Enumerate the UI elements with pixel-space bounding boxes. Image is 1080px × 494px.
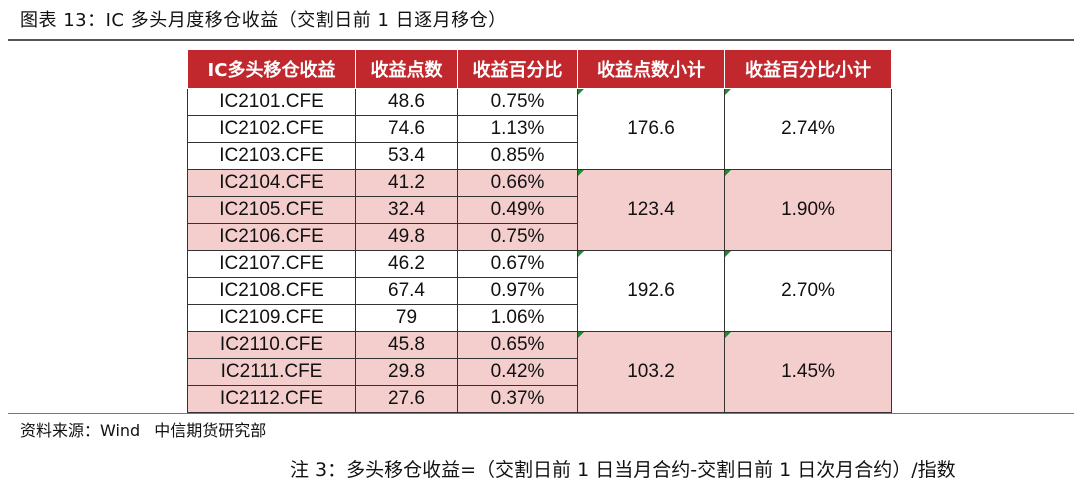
comment-marker-icon [725, 251, 731, 257]
points-subtotal-value: 103.2 [627, 361, 675, 382]
percent-cell: 1.13% [457, 115, 578, 143]
points-subtotal-cell: 192.6 [577, 250, 725, 332]
points-cell: 45.8 [355, 331, 458, 359]
comment-marker-icon [725, 89, 731, 95]
points-cell: 53.4 [355, 142, 458, 170]
bottom-divider [8, 413, 1074, 414]
comment-marker-icon [578, 89, 584, 95]
comment-marker-icon [578, 332, 584, 338]
contract-cell: IC2107.CFE [187, 250, 356, 278]
percent-cell: 0.97% [457, 277, 578, 305]
table-row: IC2107.CFE 46.2 0.67% 192.6 2.70% [187, 250, 892, 332]
contract-cell: IC2109.CFE [187, 304, 356, 332]
header-percent-subtotal: 收益百分比小计 [724, 49, 892, 89]
points-cell: 41.2 [355, 169, 458, 197]
table-row: IC2109.CFE 79 1.06% [187, 304, 892, 332]
table-row: IC2104.CFE 41.2 0.66% 123.4 1.90% [187, 169, 892, 251]
contract-cell: IC2103.CFE [187, 142, 356, 170]
percent-cell: 0.49% [457, 196, 578, 224]
figure-title: 图表 13：IC 多头月度移仓收益（交割日前 1 日逐月移仓） [20, 10, 507, 31]
points-cell: 79 [355, 304, 458, 332]
percent-subtotal-value: 2.74% [781, 118, 835, 139]
percent-subtotal-cell: 1.90% [724, 169, 892, 251]
points-cell: 67.4 [355, 277, 458, 305]
contract-cell: IC2110.CFE [187, 331, 356, 359]
contract-cell: IC2104.CFE [187, 169, 356, 197]
points-cell: 49.8 [355, 223, 458, 251]
table-row: IC2103.CFE 53.4 0.85% [187, 142, 892, 170]
percent-subtotal-cell: 2.70% [724, 250, 892, 332]
comment-marker-icon [725, 332, 731, 338]
percent-cell: 0.67% [457, 250, 578, 278]
rollover-returns-table: IC多头移仓收益 收益点数 收益百分比 收益点数小计 收益百分比小计 IC210… [187, 49, 892, 413]
header-points-subtotal: 收益点数小计 [577, 49, 725, 89]
table-row: IC2101.CFE 48.6 0.75% 176.6 2.74% [187, 88, 892, 170]
header-percent: 收益百分比 [457, 49, 578, 89]
contract-cell: IC2105.CFE [187, 196, 356, 224]
comment-marker-icon [578, 251, 584, 257]
points-cell: 48.6 [355, 88, 458, 116]
percent-subtotal-value: 1.45% [781, 361, 835, 382]
percent-cell: 0.75% [457, 223, 578, 251]
points-cell: 32.4 [355, 196, 458, 224]
table-row: IC2112.CFE 27.6 0.37% [187, 385, 892, 413]
points-subtotal-value: 176.6 [627, 118, 675, 139]
points-subtotal-cell: 123.4 [577, 169, 725, 251]
comment-marker-icon [725, 170, 731, 176]
points-subtotal-value: 192.6 [627, 280, 675, 301]
top-divider [8, 39, 1074, 41]
header-contract: IC多头移仓收益 [187, 49, 356, 89]
percent-subtotal-cell: 1.45% [724, 331, 892, 413]
contract-cell: IC2102.CFE [187, 115, 356, 143]
percent-cell: 0.65% [457, 331, 578, 359]
points-subtotal-value: 123.4 [627, 199, 675, 220]
contract-cell: IC2106.CFE [187, 223, 356, 251]
percent-cell: 0.37% [457, 385, 578, 413]
table-header-row: IC多头移仓收益 收益点数 收益百分比 收益点数小计 收益百分比小计 [187, 49, 892, 89]
percent-cell: 0.85% [457, 142, 578, 170]
percent-subtotal-value: 2.70% [781, 280, 835, 301]
points-cell: 27.6 [355, 385, 458, 413]
table-row: IC2108.CFE 67.4 0.97% [187, 277, 892, 305]
points-subtotal-cell: 103.2 [577, 331, 725, 413]
points-cell: 29.8 [355, 358, 458, 386]
source-line: 资料来源：Wind 中信期货研究部 [20, 419, 266, 443]
table-row: IC2105.CFE 32.4 0.49% [187, 196, 892, 224]
points-cell: 46.2 [355, 250, 458, 278]
percent-subtotal-value: 1.90% [781, 199, 835, 220]
table-row: IC2102.CFE 74.6 1.13% [187, 115, 892, 143]
contract-cell: IC2112.CFE [187, 385, 356, 413]
percent-cell: 0.66% [457, 169, 578, 197]
header-points: 收益点数 [355, 49, 458, 89]
table-row: IC2106.CFE 49.8 0.75% [187, 223, 892, 251]
percent-cell: 0.75% [457, 88, 578, 116]
contract-cell: IC2108.CFE [187, 277, 356, 305]
footnote: 注 3：多头移仓收益=（交割日前 1 日当月合约-交割日前 1 日次月合约）/指… [290, 459, 956, 481]
table-row: IC2110.CFE 45.8 0.65% 103.2 1.45% [187, 331, 892, 413]
points-cell: 74.6 [355, 115, 458, 143]
source-label: 资料来源：Wind [20, 421, 141, 440]
contract-cell: IC2101.CFE [187, 88, 356, 116]
contract-cell: IC2111.CFE [187, 358, 356, 386]
percent-cell: 0.42% [457, 358, 578, 386]
percent-cell: 1.06% [457, 304, 578, 332]
comment-marker-icon [578, 170, 584, 176]
source-org: 中信期货研究部 [154, 421, 267, 440]
points-subtotal-cell: 176.6 [577, 88, 725, 170]
percent-subtotal-cell: 2.74% [724, 88, 892, 170]
